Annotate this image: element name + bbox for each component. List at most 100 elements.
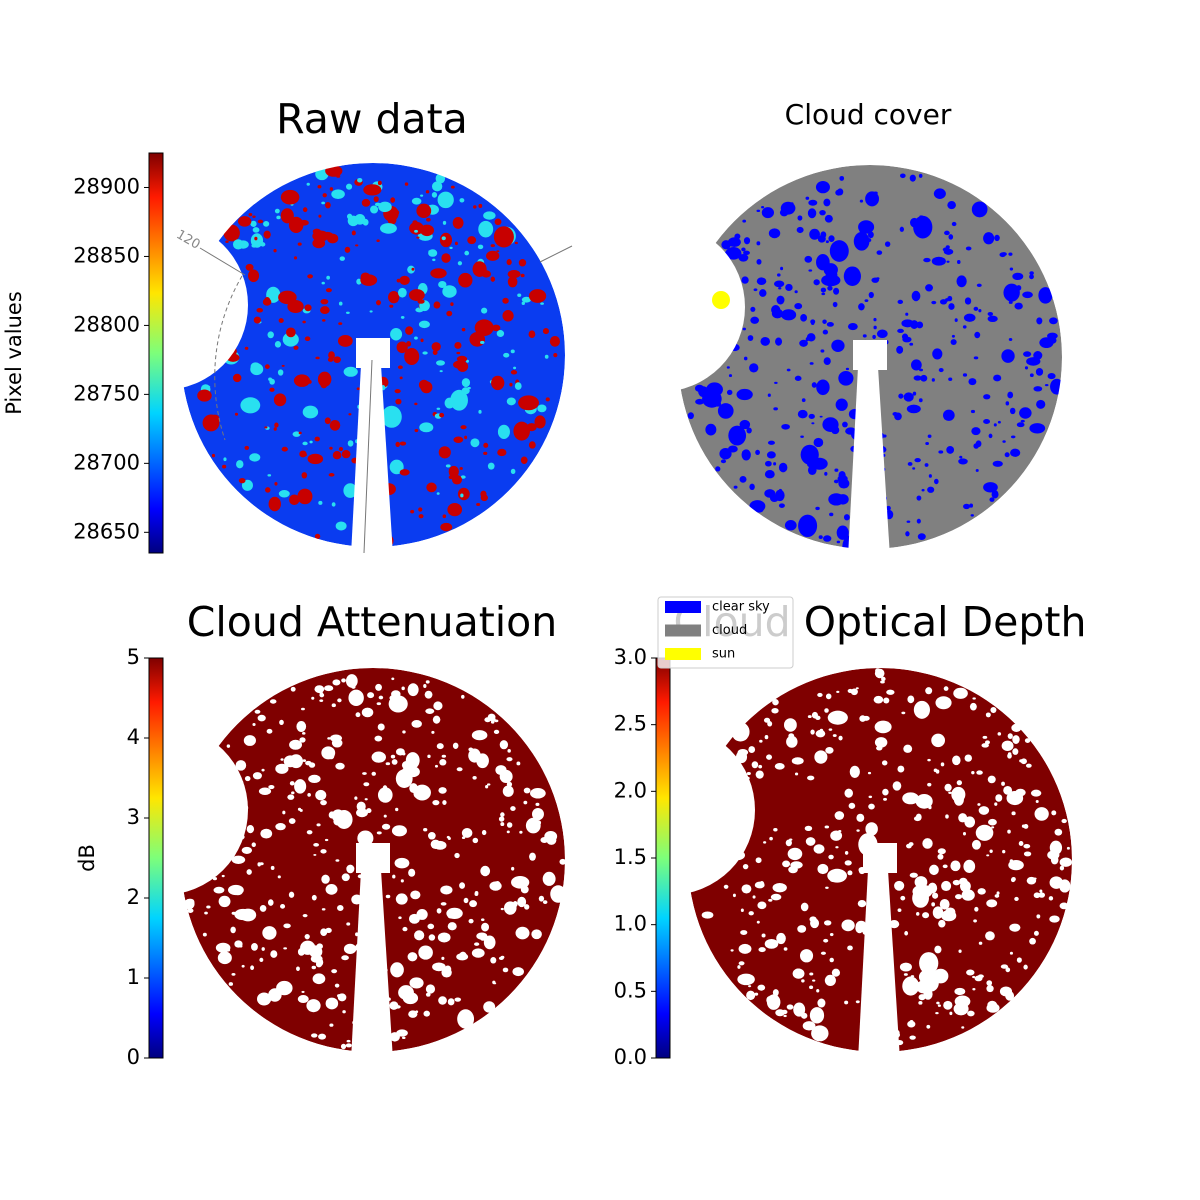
blob [542,900,548,905]
blob [430,268,447,279]
blob [868,537,877,546]
blob [356,278,362,285]
blob [828,854,834,860]
blob [315,789,327,801]
blob [866,431,882,444]
blob [742,219,747,223]
blob [882,788,889,796]
blob [825,747,834,754]
blob [873,695,884,704]
blob [432,962,446,972]
blob [994,234,1000,242]
blob [864,348,878,365]
blob [1049,915,1060,923]
blob [820,349,825,353]
blob [869,347,874,350]
blob [507,276,518,288]
blob [972,697,976,700]
blob [886,982,891,986]
blob [776,932,786,945]
blob [468,918,474,924]
blob [773,407,778,411]
blob [859,199,864,203]
blob [499,769,513,784]
blob [1002,440,1006,443]
blob [888,1006,892,1010]
blob [286,327,296,338]
blob [437,191,454,209]
blob [337,335,353,347]
blob [755,449,760,455]
blob [821,292,826,296]
blob [481,307,488,314]
blob [834,811,845,820]
blob [252,227,260,233]
blob [223,457,227,462]
blob [327,737,331,740]
blob [409,783,418,794]
blob [781,1009,788,1015]
blob [304,933,310,940]
blob [398,287,407,298]
blob [1029,271,1034,275]
blob [912,884,933,899]
blob [838,370,854,386]
blob [844,1000,849,1005]
blob [390,328,403,341]
blob [480,918,485,922]
blob [192,879,199,886]
blob [493,226,514,248]
blob [951,334,955,338]
blob [427,754,431,759]
blob [772,883,787,893]
blob [805,837,816,846]
blob [775,337,783,346]
blob [405,326,414,335]
blob [374,929,380,934]
blob [282,810,286,815]
blob [325,201,331,209]
panel-title: Cloud Attenuation [187,598,557,646]
blob [431,730,435,734]
blob [832,500,836,502]
blob [360,272,371,282]
blob [318,1033,327,1040]
sky-image [688,668,1073,1054]
colorbar [148,152,164,554]
blob [741,884,752,894]
blob [324,685,334,692]
blob [933,188,946,199]
blob [221,874,225,878]
blob [817,235,826,243]
blob [378,533,394,548]
blob [306,999,321,1013]
blob [311,965,317,970]
blob [525,817,541,834]
blob [407,952,418,962]
blob [314,685,325,694]
blob [907,695,915,704]
blob [746,771,751,776]
blob [386,997,391,1001]
blob [217,951,232,965]
blob [860,339,871,352]
blob [328,811,336,819]
blob [268,988,282,1002]
blob [970,514,974,517]
blob [717,794,722,799]
blob [523,800,528,805]
blob [351,457,359,464]
blob [320,928,328,937]
blob [344,246,351,253]
blob [919,220,932,234]
blob [268,784,275,790]
blob [843,266,861,286]
blob [757,984,766,991]
blob [976,770,983,775]
blob [774,381,778,384]
blob [793,1002,806,1017]
blob [724,834,733,840]
blob [759,739,763,743]
blob [758,947,766,953]
blob [768,898,773,902]
